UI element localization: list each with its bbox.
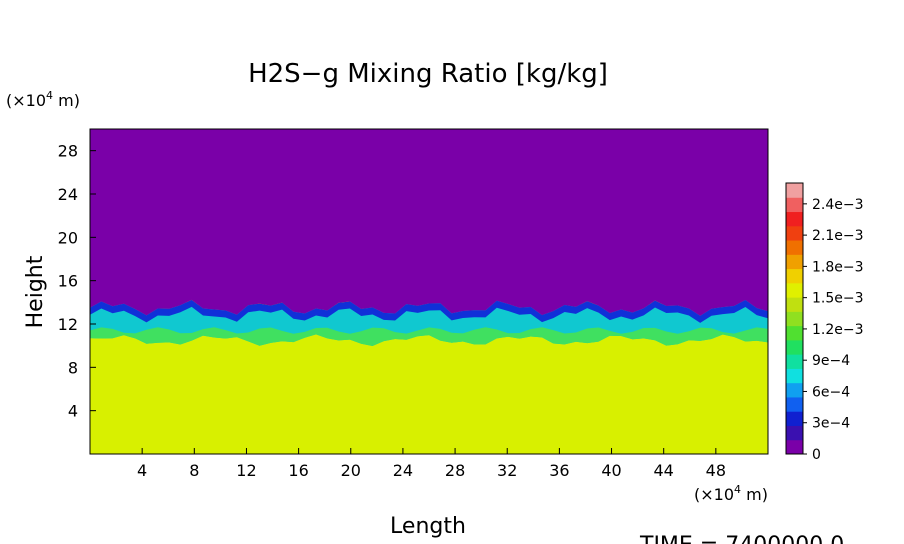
x-unit-label: (×104 m) <box>694 483 768 504</box>
y-axis-label: Height <box>23 255 48 328</box>
x-tick-label: 32 <box>497 461 517 480</box>
x-tick-label: 48 <box>706 461 726 480</box>
x-tick-label: 8 <box>189 461 199 480</box>
x-tick-label: 44 <box>654 461 674 480</box>
y-tick-label: 24 <box>58 185 78 204</box>
x-tick-label: 16 <box>288 461 308 480</box>
heatmap-plot-area <box>89 128 769 455</box>
plot-frame <box>89 128 769 455</box>
x-tick-label: 40 <box>601 461 621 480</box>
colorbar: 0 3e−4 6e−4 9e−4 1.2e−3 1.5e−3 1.8e−3 2.1e−3 2.4… <box>785 182 864 463</box>
colorbar-label: 1.5e−3 <box>812 291 864 307</box>
colorbar-swatch <box>786 354 803 369</box>
x-tick-label: 28 <box>445 461 465 480</box>
colorbar-swatch <box>786 211 803 227</box>
colorbar-swatch <box>786 339 803 355</box>
colorbar-swatch <box>786 240 803 255</box>
x-tick-label: 20 <box>341 461 361 480</box>
colorbar-swatch <box>786 396 803 412</box>
colorbar-label: 2.4e−3 <box>812 197 864 213</box>
colorbar-swatch <box>786 297 803 312</box>
colorbar-label: 0 <box>812 447 821 463</box>
region-mixing-lower-band <box>90 327 768 346</box>
x-tick-label: 4 <box>137 461 147 480</box>
y-unit-label: (×104 m) <box>6 89 80 110</box>
colorbar-swatch <box>786 183 803 198</box>
y-axis-ticks: 4 8 12 16 20 24 28 <box>58 142 96 421</box>
colorbar-swatch <box>786 439 803 455</box>
x-axis-label: Length <box>390 514 466 539</box>
colorbar-swatch <box>786 311 803 327</box>
region-blue-band <box>90 299 768 323</box>
colorbar-swatch <box>786 368 803 384</box>
y-tick-label: 8 <box>68 358 78 377</box>
x-tick-label: 36 <box>549 461 569 480</box>
colorbar-label: 2.1e−3 <box>812 228 864 244</box>
colorbar-swatch <box>786 254 803 270</box>
colorbar-label: 3e−4 <box>812 416 850 432</box>
colorbar-label: 1.8e−3 <box>812 259 864 275</box>
y-tick-label: 28 <box>58 142 78 161</box>
colorbar-frame <box>785 182 804 455</box>
x-tick-label: 24 <box>393 461 413 480</box>
colorbar-swatch <box>786 411 803 426</box>
colorbar-swatch <box>786 197 803 213</box>
x-tick-label: 12 <box>236 461 256 480</box>
colorbar-swatch <box>786 225 803 241</box>
colorbar-swatch <box>786 325 803 341</box>
region-upper <box>90 129 768 316</box>
colorbar-swatch <box>786 425 803 441</box>
y-tick-label: 12 <box>58 315 78 334</box>
time-label: TIME = 7400000.0 <box>639 533 844 544</box>
colorbar-swatch <box>786 382 803 398</box>
colorbar-label: 9e−4 <box>812 353 850 369</box>
colorbar-label: 6e−4 <box>812 384 850 400</box>
colorbar-swatch <box>786 268 803 284</box>
colorbar-label: 1.2e−3 <box>812 322 864 338</box>
x-axis-ticks: 4 8 12 16 20 24 28 32 36 40 44 48 <box>137 448 726 480</box>
y-tick-label: 16 <box>58 272 78 291</box>
colorbar-swatch <box>786 282 803 298</box>
chart-title: H2S−g Mixing Ratio [kg/kg] <box>248 59 608 89</box>
y-tick-label: 4 <box>68 402 78 421</box>
y-tick-label: 20 <box>58 228 78 247</box>
